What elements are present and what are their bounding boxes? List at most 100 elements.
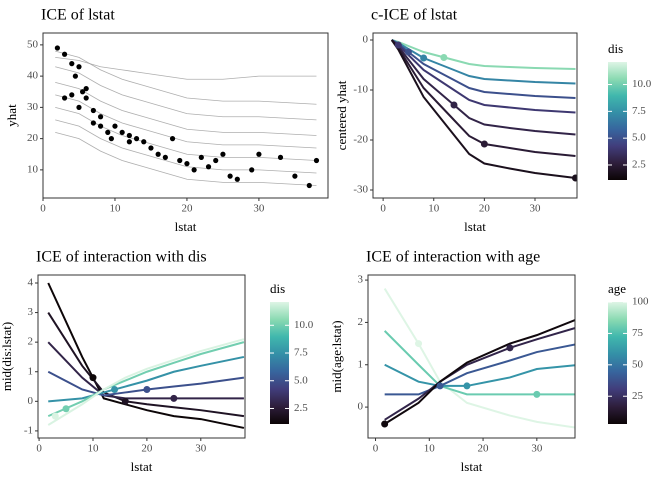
observation-point — [97, 114, 104, 120]
ice-curve — [384, 343, 575, 396]
ice-curve — [47, 370, 245, 397]
colorbar-tick-label: 7.5 — [632, 105, 646, 117]
y-tick-label: 2 — [358, 316, 364, 328]
observation-point — [313, 157, 320, 164]
observation-point — [436, 382, 444, 390]
observation-point — [571, 174, 577, 182]
y-tick-label: -20 — [353, 134, 368, 146]
y-axis-title: mid(dis:lstat) — [0, 322, 14, 391]
y-tick-label: -1 — [24, 424, 33, 436]
colorbar — [608, 62, 627, 180]
colorbar — [270, 302, 289, 424]
ice-curve — [55, 106, 317, 161]
colorbar-tick-label: 7.5 — [294, 347, 308, 359]
colorbar-title: dis — [608, 41, 623, 56]
x-tick-label: 20 — [479, 203, 491, 215]
observation-point — [76, 64, 82, 70]
observation-point — [227, 173, 233, 179]
observation-point — [292, 173, 298, 179]
x-axis-title: lstat — [131, 459, 153, 474]
ice-curve — [55, 50, 317, 105]
ice-curve — [55, 131, 317, 186]
observation-point — [213, 157, 219, 164]
observation-point — [148, 145, 154, 151]
ice-curve — [55, 81, 317, 136]
panel-border — [42, 32, 329, 199]
observation-point — [143, 385, 151, 393]
y-axis-title: yhat — [4, 104, 19, 127]
colorbar-title: dis — [270, 281, 285, 296]
colorbar-tick-label: 2.5 — [632, 159, 646, 171]
observation-point — [90, 120, 96, 126]
x-tick-label: 20 — [141, 443, 153, 455]
y-tick-label: 10 — [27, 163, 39, 175]
observation-point — [126, 132, 132, 139]
observation-point — [83, 95, 89, 101]
colorbar-tick-label: 100 — [632, 296, 649, 308]
observation-point — [404, 48, 412, 56]
x-axis-title: lstat — [464, 219, 486, 234]
ice-curve — [47, 341, 244, 400]
panel-title: ICE of lstat — [41, 7, 115, 24]
ice-curve — [390, 39, 576, 179]
y-tick-label: 20 — [27, 132, 39, 144]
observation-point — [177, 157, 183, 164]
observation-point — [277, 154, 284, 160]
observation-point — [415, 340, 423, 348]
x-tick-label: 20 — [478, 443, 490, 455]
observation-point — [220, 151, 226, 157]
y-axis-title: centered yhat — [334, 80, 349, 150]
x-axis-title: lstat — [461, 459, 483, 474]
observation-point — [256, 151, 262, 157]
plot-area — [381, 288, 575, 429]
observation-point — [61, 51, 68, 57]
y-tick-label: -10 — [353, 84, 368, 96]
observation-point — [105, 129, 111, 135]
y-tick-label: 40 — [27, 70, 39, 82]
observation-point — [381, 420, 389, 428]
y-tick-label: 1 — [358, 358, 364, 370]
y-tick-label: 3 — [28, 306, 34, 318]
observation-point — [440, 54, 448, 61]
panel-border — [367, 274, 576, 439]
ice-curve — [55, 119, 317, 174]
observation-point — [198, 154, 204, 160]
observation-point — [463, 382, 471, 390]
plot-area — [390, 39, 577, 182]
x-tick-label: 10 — [428, 203, 440, 215]
x-tick-label: 0 — [40, 203, 46, 215]
colorbar-tick-label: 5.0 — [294, 374, 308, 386]
colorbar-tick-label: 5.0 — [632, 132, 646, 144]
observation-point — [533, 390, 541, 398]
panel-title: c-ICE of lstat — [371, 7, 458, 24]
observation-point — [69, 61, 75, 67]
y-axis-title: mid(age:lstat) — [329, 320, 344, 392]
colorbar-tick-label: 50 — [632, 358, 644, 370]
observation-point — [306, 182, 312, 189]
ice-curve — [47, 312, 245, 418]
observation-point — [234, 176, 240, 182]
observation-point — [97, 123, 104, 129]
y-tick-label: -30 — [353, 184, 368, 196]
observation-point — [191, 167, 197, 173]
colorbar-tick-label: 10.0 — [632, 78, 652, 90]
x-tick-label: 10 — [109, 203, 121, 215]
observation-point — [205, 164, 212, 170]
observation-point — [249, 167, 255, 173]
ice-curve — [384, 319, 575, 425]
observation-point — [169, 136, 176, 142]
ice-curve — [391, 39, 576, 70]
observation-point — [62, 405, 70, 413]
observation-point — [69, 92, 75, 98]
observation-point — [394, 41, 402, 49]
colorbar-tick-label: 10.0 — [294, 319, 314, 331]
observation-point — [54, 45, 60, 51]
x-axis-title: lstat — [175, 219, 197, 234]
y-tick-label: 30 — [27, 101, 39, 113]
observation-point — [133, 136, 140, 142]
x-tick-label: 10 — [87, 443, 99, 455]
observation-point — [89, 374, 97, 382]
panel-border — [372, 32, 578, 199]
colorbar-tick-label: 75 — [632, 327, 644, 339]
ice-curve — [55, 94, 317, 149]
